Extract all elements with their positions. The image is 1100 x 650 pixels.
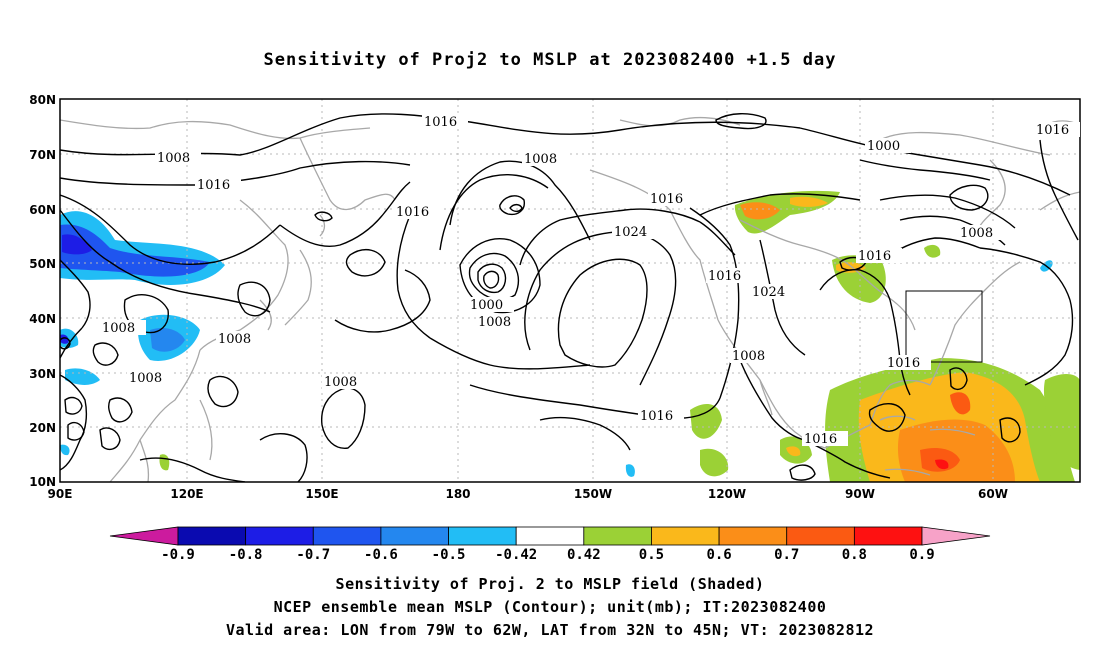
- colorbar-swatch: [786, 526, 855, 546]
- isobar-label: 1008: [324, 375, 357, 390]
- pos-region-pacific-core: [786, 446, 801, 457]
- colorbar-label: -0.8: [229, 547, 263, 563]
- isobar-label: 1008: [218, 332, 251, 347]
- colorbar-swatch: [853, 526, 923, 546]
- pos-region-ne: [924, 244, 941, 258]
- colorbar-label: -0.5: [432, 547, 466, 563]
- lat-axis: 80N 70N 60N 50N 40N 30N 20N 10N: [29, 93, 56, 489]
- colorbar-label: 0.8: [842, 547, 867, 563]
- lon-label: 90E: [48, 487, 73, 501]
- pos-region-atlantic-max: [935, 459, 949, 470]
- colorbar-swatch: [245, 526, 314, 546]
- pos-region-canada-core: [740, 202, 780, 220]
- lon-axis: 90E 120E 150E 180 150W 120W 90W 60W: [48, 487, 1008, 501]
- lon-label: 180: [445, 487, 470, 501]
- lat-label: 20N: [29, 421, 56, 435]
- colorbar-label: 0.9: [909, 547, 934, 563]
- lon-label: 150E: [305, 487, 338, 501]
- lon-label: 120E: [170, 487, 203, 501]
- lat-label: 40N: [29, 312, 56, 326]
- colorbar-label: -0.6: [364, 547, 398, 563]
- neg-region-sea: [65, 368, 100, 385]
- isobar-label: 1008: [960, 226, 993, 241]
- pos-region-east: [1043, 374, 1080, 470]
- colorbar-swatch: [583, 526, 652, 546]
- colorbar-lower-extend: [109, 526, 179, 546]
- sensitivity-shading: [60, 190, 1080, 482]
- colorbar: -0.9 -0.8 -0.7 -0.6 -0.5 -0.42 0.42 0.5 0.6 0.7 0.…: [109, 526, 991, 563]
- caption-line-2: NCEP ensemble mean MSLP (Contour); unit(…: [273, 598, 827, 616]
- colorbar-swatch: [448, 526, 517, 546]
- isobar-label: 1016: [887, 356, 920, 371]
- lat-label: 70N: [29, 148, 56, 162]
- lat-label: 10N: [29, 475, 56, 489]
- colorbar-swatch: [380, 526, 449, 546]
- isobar-label: 1008: [157, 151, 190, 166]
- lat-label: 50N: [29, 257, 56, 271]
- isobar-label: 1016: [640, 409, 673, 424]
- colorbar-label: 0.6: [706, 547, 731, 563]
- isobar-labels: 1016 1008 1016 1016 1008 1016 1024 1000 …: [100, 114, 1080, 447]
- neg-region-india-small: [60, 444, 70, 456]
- isobar-label: 1024: [752, 285, 785, 300]
- isobar-label: 1000: [867, 139, 900, 154]
- caption-line-3: Valid area: LON from 79W to 62W, LAT fro…: [225, 621, 875, 639]
- colorbar-upper-extend: [921, 526, 991, 546]
- pos-region-atlantic-red2: [950, 392, 971, 415]
- pos-region-mexico: [690, 404, 722, 439]
- isobar-label: 1016: [424, 115, 457, 130]
- lon-label: 150W: [574, 487, 612, 501]
- neg-region-sw2: [60, 334, 69, 344]
- isobar-label: 1016: [1036, 123, 1069, 138]
- colorbar-swatch: [718, 526, 788, 546]
- lat-label: 60N: [29, 203, 56, 217]
- caption-line-1: Sensitivity of Proj. 2 to MSLP field (Sh…: [335, 575, 765, 593]
- isobar-label: 1000: [470, 298, 503, 313]
- colorbar-swatch: [177, 526, 247, 546]
- isobar-label: 1008: [524, 152, 557, 167]
- colorbar-swatch: [515, 526, 585, 546]
- colorbar-label: 0.42: [567, 547, 601, 563]
- neg-region-asia-center: [62, 234, 92, 255]
- colorbar-label: 0.5: [639, 547, 664, 563]
- neg-region-pacific-small: [625, 464, 635, 477]
- isobar-label: 1016: [708, 269, 741, 284]
- colorbar-label: -0.42: [495, 547, 537, 563]
- map-title: Sensitivity of Proj2 to MSLP at 20230824…: [263, 50, 837, 70]
- isobars: [60, 113, 1079, 482]
- pos-region-mexico2: [700, 448, 729, 477]
- isobar-label: 1008: [732, 349, 765, 364]
- isobar-label: 1016: [858, 249, 891, 264]
- pos-region-canada-core2: [790, 196, 828, 207]
- colorbar-swatch: [312, 526, 382, 546]
- isobar-label: 1016: [396, 205, 429, 220]
- lat-label: 30N: [29, 367, 56, 381]
- isobar-label: 1008: [129, 371, 162, 386]
- lon-label: 60W: [978, 487, 1008, 501]
- neg-region-china-core: [150, 328, 185, 352]
- map-frame: [59, 98, 1081, 483]
- pos-region-small: [159, 454, 170, 471]
- lon-label: 90W: [845, 487, 875, 501]
- lon-label: 120W: [708, 487, 746, 501]
- isobar-label: 1008: [478, 315, 511, 330]
- coastlines: [60, 116, 1080, 482]
- colorbar-label: 0.7: [774, 547, 799, 563]
- isobar-label: 1016: [650, 192, 683, 207]
- lat-label: 80N: [29, 93, 56, 107]
- isobar-label: 1016: [804, 432, 837, 447]
- valid-area-box: [905, 290, 983, 363]
- colorbar-label: -0.7: [296, 547, 330, 563]
- colorbar-label: -0.9: [161, 547, 195, 563]
- isobar-label: 1008: [102, 321, 135, 336]
- isobar-label: 1016: [197, 178, 230, 193]
- colorbar-swatch: [651, 526, 720, 546]
- isobar-label: 1024: [614, 225, 647, 240]
